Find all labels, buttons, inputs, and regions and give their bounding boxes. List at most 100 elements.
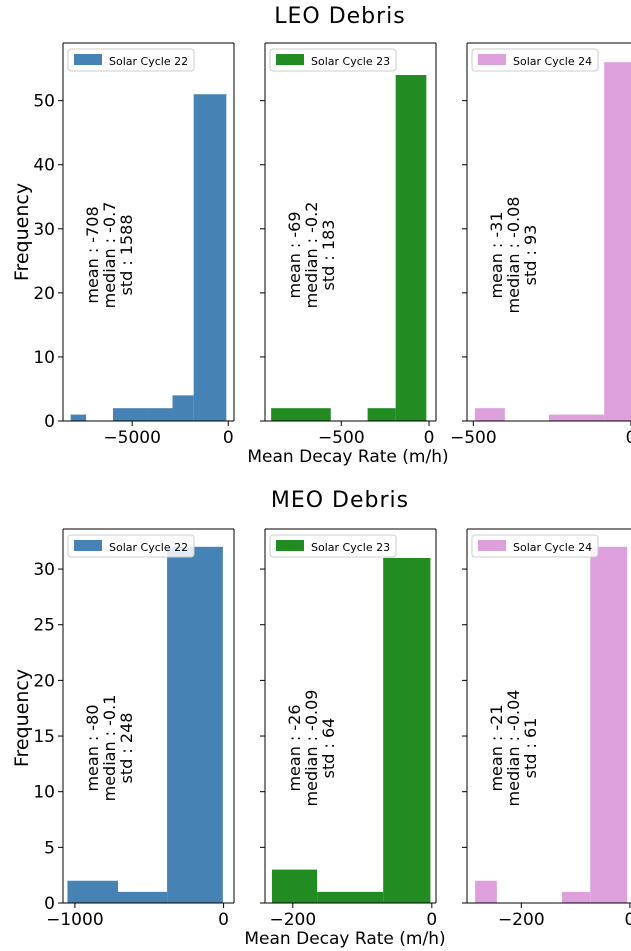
- legend-swatch: [478, 54, 506, 65]
- y-tick-label: 10: [33, 783, 55, 803]
- legend-label: Solar Cycle 24: [513, 541, 592, 554]
- stats-line: median : -0.08: [504, 197, 523, 314]
- legend: Solar Cycle 24: [471, 534, 599, 558]
- legend: Solar Cycle 24: [471, 48, 599, 72]
- stats-line: median : -0.7: [100, 202, 119, 309]
- row-title-meo: MEO Debris: [271, 488, 409, 513]
- stats-line: mean : -31: [487, 211, 506, 298]
- legend-swatch: [276, 54, 304, 65]
- histogram-bar: [193, 94, 227, 421]
- histogram-bar: [112, 408, 148, 421]
- y-tick-label: 30: [33, 220, 55, 240]
- legend: Solar Cycle 22: [67, 534, 195, 558]
- histogram-bar: [475, 880, 497, 903]
- legend-label: Solar Cycle 23: [311, 55, 390, 68]
- x-tick-label: −500: [318, 428, 365, 448]
- histogram-bar: [70, 414, 87, 421]
- histogram-bar: [67, 880, 119, 903]
- legend-swatch: [478, 540, 506, 551]
- stats-line: median : -0.09: [302, 690, 321, 807]
- legend-label: Solar Cycle 22: [109, 55, 188, 68]
- stats-line: median : -0.1: [100, 695, 119, 802]
- y-axis-label-leo: Frequency: [11, 183, 33, 281]
- legend: Solar Cycle 23: [269, 534, 397, 558]
- row-title-leo: LEO Debris: [274, 4, 406, 29]
- x-tick-label: 0: [624, 910, 631, 930]
- x-axis-label-leo: Mean Decay Rate (m/h): [247, 447, 448, 467]
- y-tick-label: 25: [33, 616, 55, 636]
- stats-line: mean : -708: [83, 206, 102, 303]
- stats-line: mean : -21: [487, 704, 506, 791]
- histogram-bar: [317, 891, 384, 903]
- x-tick-label: 0: [218, 910, 229, 930]
- bars: [70, 94, 227, 421]
- y-tick-label: 0: [44, 894, 55, 914]
- y-tick-label: 20: [33, 284, 55, 304]
- x-tick-label: −200: [269, 910, 316, 930]
- stats-line: std : 1588: [117, 214, 136, 295]
- stats-line: mean : -26: [285, 704, 304, 791]
- stats-line: median : -0.04: [504, 690, 523, 807]
- legend-label: Solar Cycle 23: [311, 541, 390, 554]
- histogram-bar: [118, 891, 168, 903]
- stats-line: std : 64: [319, 718, 338, 779]
- y-axis-label-meo: Frequency: [11, 669, 33, 767]
- histogram-panels: 0 10 20 30 40 50 −500 0 0 Solar Cycle 22 mean : -7…: [33, 42, 631, 930]
- histogram-bar: [172, 395, 194, 421]
- legend-label: Solar Cycle 22: [109, 541, 188, 554]
- y-tick-label: 10: [33, 348, 55, 368]
- legend-swatch: [74, 54, 102, 65]
- legend-swatch: [276, 540, 304, 551]
- stats-line: mean : -69: [285, 211, 304, 298]
- legend: Solar Cycle 23: [269, 48, 397, 72]
- bars: [271, 75, 427, 421]
- stats-line: std : 183: [319, 220, 338, 291]
- histogram-bar: [271, 408, 331, 421]
- x-tick-label: −500: [450, 428, 497, 448]
- x-tick-label: 0: [223, 428, 234, 448]
- histogram-bar: [271, 869, 318, 903]
- stats-line: mean : -80: [83, 704, 102, 791]
- y-tick-label: 50: [33, 92, 55, 112]
- bars: [67, 546, 223, 903]
- histogram-bar: [383, 557, 431, 903]
- bars: [271, 557, 431, 903]
- legend: Solar Cycle 22: [67, 48, 195, 72]
- histogram-bar: [549, 414, 605, 421]
- x-tick-label: −200: [498, 910, 545, 930]
- x-tick-label: 0: [626, 428, 631, 448]
- x-axis-label-meo: Mean Decay Rate (m/h): [244, 929, 445, 949]
- stats-line: median : -0.2: [302, 202, 321, 309]
- y-tick-label: 40: [33, 156, 55, 176]
- x-tick-label: −1000: [46, 910, 104, 930]
- x-tick-label: 0: [424, 428, 435, 448]
- bars: [475, 546, 628, 903]
- histogram-bar: [604, 62, 631, 421]
- stats-line: std : 248: [117, 713, 136, 784]
- y-tick-label: 30: [33, 560, 55, 580]
- y-tick-label: 15: [33, 727, 55, 747]
- histogram-bar: [395, 75, 427, 421]
- histogram-bar: [562, 891, 591, 903]
- stats-line: std : 93: [521, 225, 540, 286]
- legend-label: Solar Cycle 24: [513, 55, 592, 68]
- y-tick-label: 0: [44, 412, 55, 432]
- histogram-bar: [474, 408, 505, 421]
- bars: [474, 62, 631, 421]
- histogram-bar: [367, 408, 396, 421]
- y-tick-label: 20: [33, 671, 55, 691]
- histogram-bar: [590, 546, 628, 903]
- x-tick-label: 0: [426, 910, 437, 930]
